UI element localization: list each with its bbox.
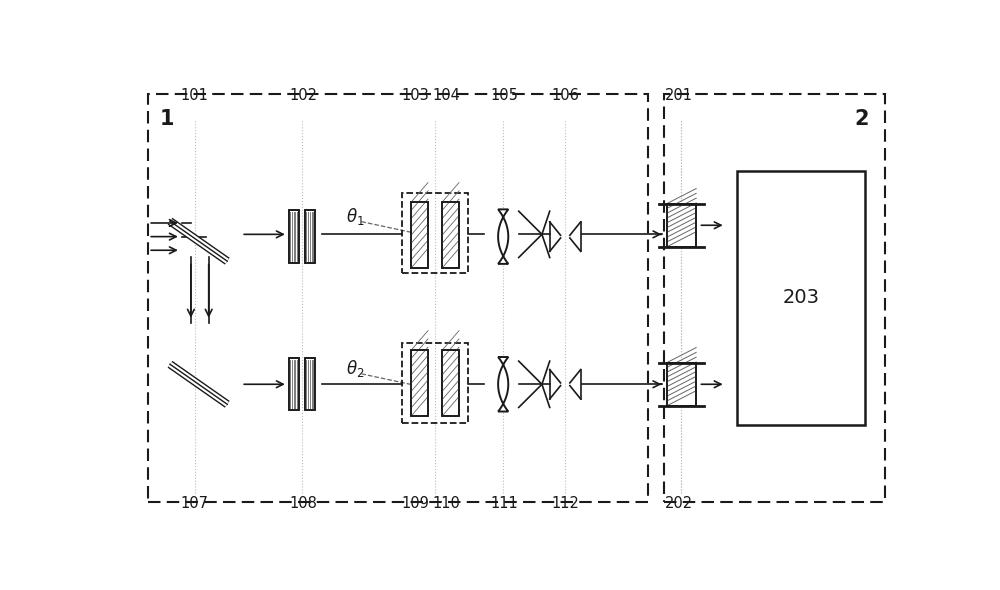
Bar — [148, 93, 648, 503]
Text: 103: 103 — [402, 88, 430, 103]
Bar — [411, 202, 428, 268]
Text: 201: 201 — [665, 88, 693, 103]
Bar — [411, 350, 428, 417]
Text: 109: 109 — [402, 496, 430, 511]
Bar — [305, 358, 315, 411]
Text: 111: 111 — [491, 496, 519, 511]
Bar — [737, 171, 865, 425]
Text: 112: 112 — [551, 496, 579, 511]
Bar — [442, 350, 459, 417]
Bar — [411, 350, 428, 417]
Text: $\theta_1$: $\theta_1$ — [346, 206, 364, 227]
Bar — [289, 358, 299, 411]
Text: $\theta_2$: $\theta_2$ — [346, 358, 364, 379]
Text: 203: 203 — [783, 289, 820, 307]
Bar — [289, 358, 299, 411]
Bar — [442, 202, 459, 268]
Polygon shape — [498, 357, 508, 412]
Polygon shape — [498, 209, 508, 264]
Bar — [289, 211, 299, 263]
Bar — [667, 204, 696, 247]
Bar — [411, 202, 428, 268]
Bar — [402, 194, 468, 273]
Bar — [305, 211, 315, 263]
Bar — [305, 358, 315, 411]
Text: 107: 107 — [181, 496, 209, 511]
Text: 108: 108 — [289, 496, 317, 511]
Bar — [289, 211, 299, 263]
Text: 101: 101 — [181, 88, 209, 103]
Bar — [667, 363, 696, 406]
Text: 1: 1 — [160, 109, 174, 129]
Bar — [442, 202, 459, 268]
Text: 102: 102 — [289, 88, 317, 103]
Bar — [667, 363, 696, 406]
Text: 105: 105 — [491, 88, 519, 103]
Text: 104: 104 — [433, 88, 461, 103]
Text: 110: 110 — [433, 496, 461, 511]
Bar — [305, 211, 315, 263]
Bar — [442, 350, 459, 417]
Bar — [667, 204, 696, 247]
Text: 202: 202 — [665, 496, 693, 511]
Bar — [402, 343, 468, 423]
Bar — [664, 93, 885, 503]
Text: 2: 2 — [854, 109, 869, 129]
Text: 106: 106 — [551, 88, 579, 103]
